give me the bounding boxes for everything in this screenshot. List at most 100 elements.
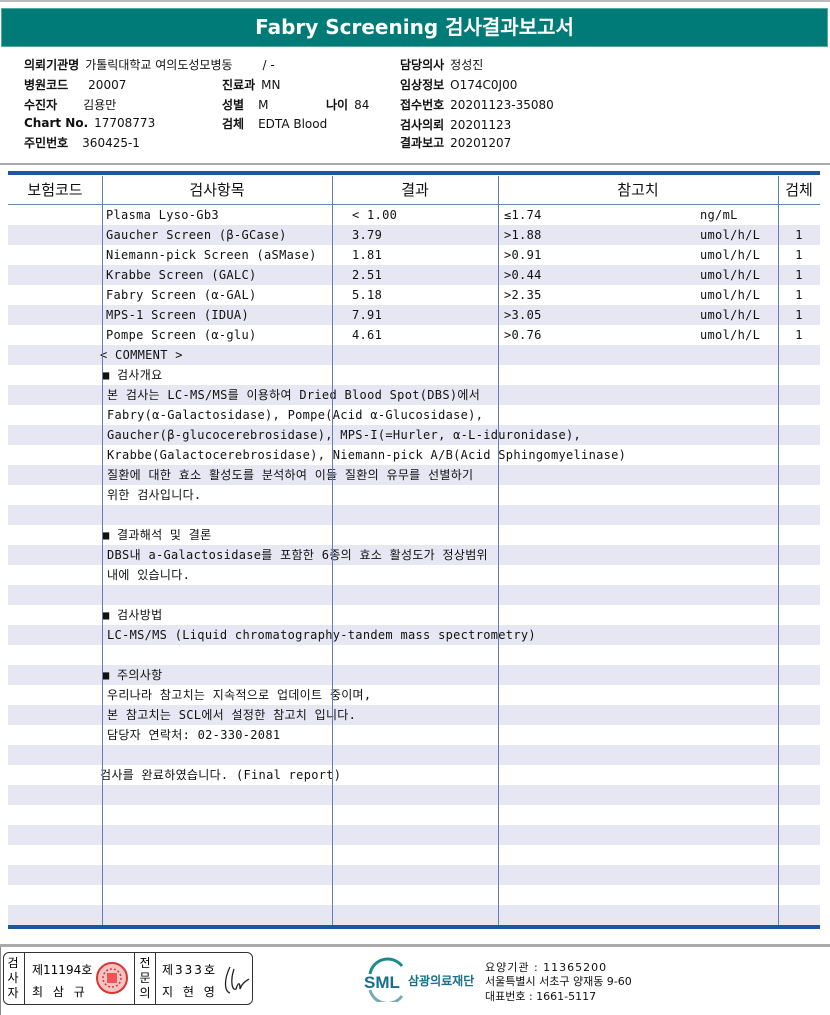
table-bottom-rule xyxy=(8,925,820,929)
comment-heading: ■ 결과해석 및 결론 xyxy=(102,528,212,542)
reference-unit: umol/h/L xyxy=(700,268,761,282)
test-item: MPS-1 Screen (IDUA) xyxy=(106,308,249,322)
comment-line: 위한 검사입니다. xyxy=(8,485,820,505)
comment-line: Krabbe(Galactocerebrosidase), Niemann-pi… xyxy=(8,445,820,465)
table-top-rule xyxy=(8,171,820,175)
signature-icon xyxy=(224,966,250,994)
header-result: 결과 xyxy=(401,181,429,199)
report-date-field: 결과보고 20201207 xyxy=(400,136,512,150)
empty-row xyxy=(8,885,820,905)
test-item: Pompe Screen (α-glu) xyxy=(106,328,257,342)
comment-text: 검사를 완료하였습니다. (Final report) xyxy=(100,768,342,782)
comment-line: LC-MS/MS (Liquid chromatography-tandem m… xyxy=(8,625,820,645)
test-result: 7.91 xyxy=(352,308,383,322)
comment-text: Krabbe(Galactocerebrosidase), Niemann-pi… xyxy=(107,448,627,462)
comment-text: 우리나라 참고치는 지속적으로 업데이트 중이며, xyxy=(107,688,372,702)
test-item: Niemann-pick Screen (aSMase) xyxy=(106,248,317,262)
comment-line: 본 참고치는 SCL에서 설정한 참고치 입니다. xyxy=(8,705,820,725)
reference-range: >3.05 xyxy=(504,308,542,322)
comment-heading: ■ 검사방법 xyxy=(102,608,163,622)
sex-field: 성별 M xyxy=(222,98,269,112)
address: 서울특별시 서초구 양재동 9-60 xyxy=(485,975,632,988)
comment-text: < COMMENT > xyxy=(100,348,183,362)
specialist-label: 전문의 xyxy=(139,956,151,1000)
empty-row xyxy=(8,905,820,925)
comment-line xyxy=(8,505,820,525)
reference-range: >0.76 xyxy=(504,328,542,342)
header-test-item: 검사항목 xyxy=(189,181,245,199)
empty-row xyxy=(8,825,820,845)
test-result: 5.18 xyxy=(352,288,383,302)
comment-line: DBS내 a-Galactosidase를 포함한 6종의 효소 활성도가 정상… xyxy=(8,545,820,565)
table-row: Pompe Screen (α-glu) 4.61 >0.76 umol/h/L 1 xyxy=(8,325,820,345)
comment-line: < COMMENT > xyxy=(8,345,820,365)
comment-text: Fabry(α-Galactosidase), Pompe(Acid α-Glu… xyxy=(107,408,484,422)
comment-line: 검사를 완료하였습니다. (Final report) xyxy=(8,765,820,785)
id-no-field: 주민번호 360425-1 xyxy=(24,136,140,150)
reference-unit: umol/h/L xyxy=(700,328,761,342)
header-reference: 참고치 xyxy=(617,181,659,199)
report-title: Fabry Screening 검사결과보고서 xyxy=(1,8,828,47)
sml-logo-text: SML xyxy=(364,973,400,992)
top-border xyxy=(0,0,830,2)
comment-line: 질환에 대한 효소 활성도를 분석하여 이들 질환의 유무를 선별하기 xyxy=(8,465,820,485)
comment-text: 담당자 연락처: 02-330-2081 xyxy=(107,728,281,742)
reference-range: >0.44 xyxy=(504,268,542,282)
specimen-count: 1 xyxy=(795,228,803,242)
table-row: Plasma Lyso-Gb3 < 1.00 ≤1.74 ng/mL xyxy=(8,205,820,225)
specimen-count: 1 xyxy=(795,248,803,262)
receipt-no-field: 접수번호 20201123-35080 xyxy=(400,98,554,112)
comment-text: 질환에 대한 효소 활성도를 분석하여 이들 질환의 유무를 선별하기 xyxy=(107,468,474,482)
test-item: Krabbe Screen (GALC) xyxy=(106,268,257,282)
reference-range: >2.35 xyxy=(504,288,542,302)
table-row: Krabbe Screen (GALC) 2.51 >0.44 umol/h/L 1 xyxy=(8,265,820,285)
patient-field: 수진자 김용만 xyxy=(24,98,117,112)
test-result: < 1.00 xyxy=(352,208,398,222)
column-divider xyxy=(102,176,103,925)
reference-range: ≤1.74 xyxy=(504,208,542,222)
test-result: 2.51 xyxy=(352,268,383,282)
department-field: 진료과 MN xyxy=(222,78,281,92)
test-item: Plasma Lyso-Gb3 xyxy=(106,208,219,222)
care-code: 요양기관 : 11365200 xyxy=(485,961,608,974)
comment-line: 담당자 연락처: 02-330-2081 xyxy=(8,725,820,745)
comment-heading: ■ 주의사항 xyxy=(102,668,163,682)
empty-row xyxy=(8,845,820,865)
chart-no-field: Chart No. 17708773 xyxy=(24,116,156,130)
empty-row xyxy=(8,785,820,805)
specialist-license: 제333호 xyxy=(162,963,217,977)
column-divider xyxy=(778,176,779,925)
comment-line: ■ 검사방법 xyxy=(8,605,820,625)
specialist-name: 지 현 영 xyxy=(162,985,218,999)
table-row: Niemann-pick Screen (aSMase) 1.81 >0.91 umo… xyxy=(8,245,820,265)
request-date-field: 검사의뢰 20201123 xyxy=(400,118,512,132)
phone: 대표번호 : 1661-5117 xyxy=(485,990,597,1003)
comment-text: 위한 검사입니다. xyxy=(107,488,202,502)
comment-line: 본 검사는 LC-MS/MS를 이용하여 Dried Blood Spot(DB… xyxy=(8,385,820,405)
comment-line: Fabry(α-Galactosidase), Pompe(Acid α-Glu… xyxy=(8,405,820,425)
header-specimen: 검체 xyxy=(785,181,813,199)
reference-unit: umol/h/L xyxy=(700,288,761,302)
seal-stamp-icon xyxy=(96,962,128,994)
comment-line xyxy=(8,645,820,665)
comment-text: 본 참고치는 SCL에서 설정한 참고치 입니다. xyxy=(107,708,357,722)
comment-text: Gaucher(β-glucocerebrosidase), MPS-I(=Hu… xyxy=(107,428,582,442)
reference-range: >0.91 xyxy=(504,248,542,262)
table-row: Gaucher Screen (β-GCase) 3.79 >1.88 umol/h/… xyxy=(8,225,820,245)
reference-range: >1.88 xyxy=(504,228,542,242)
specimen-count: 1 xyxy=(795,328,803,342)
comment-line xyxy=(8,585,820,605)
comment-text: 내에 있습니다. xyxy=(107,568,191,582)
comment-line: Gaucher(β-glucocerebrosidase), MPS-I(=Hu… xyxy=(8,425,820,445)
empty-row xyxy=(8,805,820,825)
specimen-count: 1 xyxy=(795,268,803,282)
specimen-count xyxy=(778,205,820,225)
comment-line: 내에 있습니다. xyxy=(8,565,820,585)
table-row: MPS-1 Screen (IDUA) 7.91 >3.05 umol/h/L 1 xyxy=(8,305,820,325)
header-insurance-code: 보험코드 xyxy=(27,181,83,199)
hospital-code-field: 병원코드 20007 xyxy=(24,78,127,92)
comment-text: 본 검사는 LC-MS/MS를 이용하여 Dried Blood Spot(DB… xyxy=(107,388,481,402)
tester-name: 최 삼 규 xyxy=(32,985,88,999)
column-divider xyxy=(332,176,333,925)
